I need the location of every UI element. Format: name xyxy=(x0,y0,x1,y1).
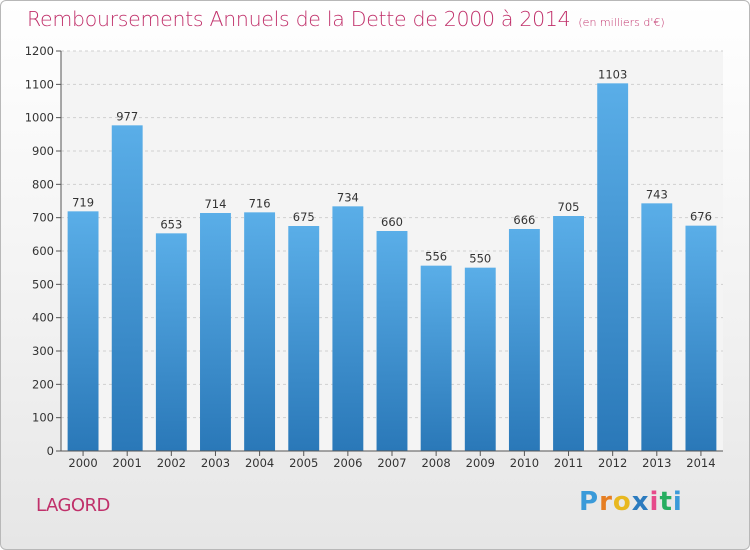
x-tick-label: 2010 xyxy=(510,456,539,470)
bar-2014 xyxy=(685,225,717,451)
logo-letter: r xyxy=(599,487,613,517)
bar-2010 xyxy=(508,229,540,451)
y-tick-label: 500 xyxy=(32,277,54,291)
logo-letter: i xyxy=(649,487,660,517)
y-tick-label: 400 xyxy=(32,311,54,325)
x-tick-label: 2014 xyxy=(686,456,715,470)
x-tick-label: 2002 xyxy=(157,456,186,470)
x-tick-label: 2000 xyxy=(68,456,97,470)
data-label: 666 xyxy=(513,213,535,227)
x-tick-label: 2003 xyxy=(201,456,230,470)
data-label: 660 xyxy=(381,215,403,229)
y-axis: 0 100 200 300 400 500 600 700 800 900 1000 1100 1200 xyxy=(25,44,62,458)
y-tick-label: 600 xyxy=(32,244,54,258)
bar-2008 xyxy=(420,265,452,451)
y-tick-label: 800 xyxy=(32,177,54,191)
data-label: 734 xyxy=(337,190,359,204)
logo-letter: t xyxy=(659,487,673,517)
data-label: 719 xyxy=(72,195,94,209)
bar-2003 xyxy=(200,213,231,451)
x-tick-label: 2012 xyxy=(598,456,627,470)
x-tick-label: 2005 xyxy=(289,456,318,470)
bar-2006 xyxy=(332,206,364,451)
y-tick-label: 100 xyxy=(32,411,54,425)
x-tick-label: 2013 xyxy=(642,456,671,470)
y-tick-label: 700 xyxy=(32,211,54,225)
logo-letter: i xyxy=(672,487,683,517)
bar-2001 xyxy=(111,125,143,451)
x-tick-label: 2006 xyxy=(333,456,362,470)
data-label: 550 xyxy=(469,252,491,266)
data-label: 675 xyxy=(293,210,315,224)
logo-letter: x xyxy=(631,487,650,517)
bar-2009 xyxy=(464,267,496,451)
bar-2002 xyxy=(155,233,187,451)
data-label: 1103 xyxy=(598,67,627,81)
chart-title: Remboursements Annuels de la Dette de 20… xyxy=(27,7,665,31)
data-label: 714 xyxy=(204,197,226,211)
logo-letter: P xyxy=(579,487,600,517)
x-tick-label: 2011 xyxy=(554,456,583,470)
commune-name: LAGORD xyxy=(36,495,110,516)
x-tick-label: 2009 xyxy=(466,456,495,470)
bar-2005 xyxy=(288,226,320,451)
bar-2012 xyxy=(597,83,629,451)
y-tick-label: 1100 xyxy=(25,77,54,91)
y-tick-label: 1000 xyxy=(25,111,54,125)
x-tick-label: 2007 xyxy=(377,456,406,470)
data-label: 653 xyxy=(160,217,182,231)
bar-2000 xyxy=(67,211,99,451)
y-tick-label: 200 xyxy=(32,377,54,391)
data-label: 977 xyxy=(116,109,138,123)
data-label: 716 xyxy=(249,196,271,210)
data-label: 556 xyxy=(425,250,447,264)
data-label: 705 xyxy=(558,200,580,214)
x-tick-label: 2001 xyxy=(113,456,142,470)
title-main: Remboursements Annuels de la Dette de 20… xyxy=(27,7,571,31)
proxiti-logo: Proxiti xyxy=(579,487,683,517)
logo-letter: o xyxy=(612,487,632,517)
bar-2013 xyxy=(641,203,673,451)
x-tick-label: 2004 xyxy=(245,456,274,470)
y-tick-label: 300 xyxy=(32,344,54,358)
y-tick-label: 0 xyxy=(47,444,54,458)
y-tick-label: 1200 xyxy=(25,44,54,58)
title-unit: (en milliers d'€) xyxy=(578,16,665,29)
y-tick-label: 900 xyxy=(32,144,54,158)
bars: 719 977 653 714 716 675 734 660 556 550 666 705 1103… xyxy=(67,67,717,451)
data-label: 743 xyxy=(646,187,668,201)
bar-2007 xyxy=(376,231,408,451)
x-axis: 2000 2001 2002 2003 2004 2005 2006 2007 2008 2009… xyxy=(61,450,723,470)
bar-2011 xyxy=(553,216,584,451)
data-label: 676 xyxy=(690,210,712,224)
bar-2004 xyxy=(244,212,276,451)
x-tick-label: 2008 xyxy=(421,456,450,470)
